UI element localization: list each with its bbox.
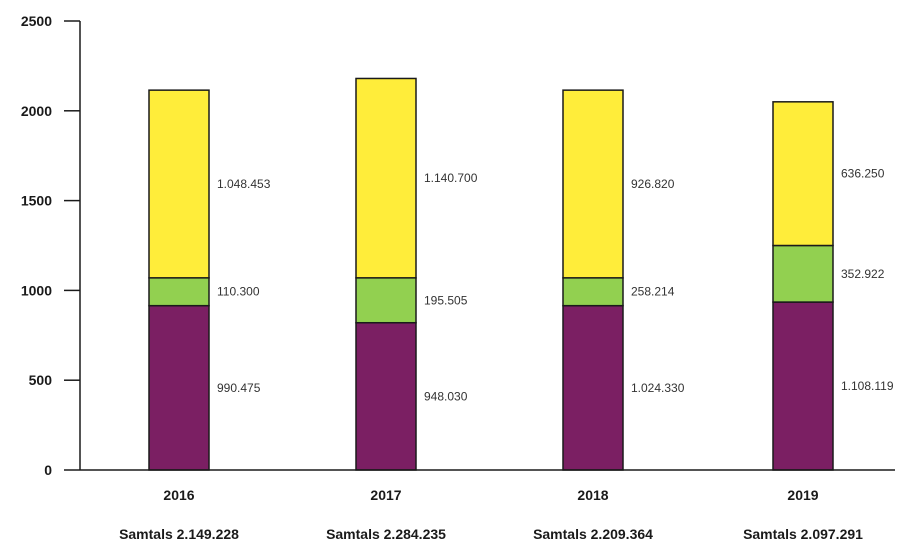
total-label: Samtals 2.209.364 [533, 526, 653, 542]
data-label-3-2017: 1.140.700 [424, 171, 478, 185]
x-axis-ticks: 2016 2017 2018 2019 [163, 487, 818, 503]
bar-segment-2-2019 [772, 244, 834, 303]
x-tick-label: 2017 [370, 487, 401, 503]
bar-segment-3-2017 [355, 77, 417, 279]
data-label-1-2019: 1.108.119 [841, 379, 894, 393]
bars [148, 77, 834, 471]
bar-segment-1-2018 [562, 304, 624, 471]
data-label-3-2018: 926.820 [631, 177, 675, 191]
data-label-2-2016: 110.300 [217, 285, 260, 299]
total-label: Samtals 2.284.235 [326, 526, 446, 542]
y-tick-label: 2500 [21, 13, 52, 29]
bar-segment-1-2019 [772, 301, 834, 471]
data-label-1-2018: 1.024.330 [631, 381, 685, 395]
bar-segment-1-2016 [148, 304, 210, 471]
data-label-2-2018: 258.214 [631, 285, 675, 299]
totals-row: Samtals 2.149.228 Samtals 2.284.235 Samtal… [119, 526, 863, 542]
bar-segment-3-2019 [772, 101, 834, 247]
data-label-2-2019: 352.922 [841, 267, 885, 281]
data-label-1-2017: 948.030 [424, 389, 468, 403]
y-axis-ticks: 0 500 1000 1500 2000 2500 [21, 13, 80, 478]
bar-segment-1-2017 [355, 321, 417, 471]
y-tick-label: 1000 [21, 282, 52, 298]
x-tick-label: 2019 [787, 487, 818, 503]
data-label-1-2016: 990.475 [217, 381, 261, 395]
x-tick-label: 2016 [163, 487, 194, 503]
x-tick-label: 2018 [577, 487, 608, 503]
total-label: Samtals 2.097.291 [743, 526, 863, 542]
y-tick-label: 1500 [21, 193, 52, 209]
bar-segment-3-2018 [562, 89, 624, 279]
bar-segment-3-2016 [148, 89, 210, 279]
data-label-3-2019: 636.250 [841, 167, 885, 181]
data-labels: 990.475 110.300 1.048.453 948.030 195.505 1.1… [217, 167, 894, 404]
total-label: Samtals 2.149.228 [119, 526, 239, 542]
bar-segment-2-2018 [562, 277, 624, 307]
data-label-3-2016: 1.048.453 [217, 177, 271, 191]
y-tick-label: 0 [44, 462, 52, 478]
bar-segment-2-2016 [148, 277, 210, 307]
bar-segment-2-2017 [355, 277, 417, 324]
y-tick-label: 500 [29, 372, 53, 388]
y-tick-label: 2000 [21, 103, 52, 119]
data-label-2-2017: 195.505 [424, 293, 468, 307]
